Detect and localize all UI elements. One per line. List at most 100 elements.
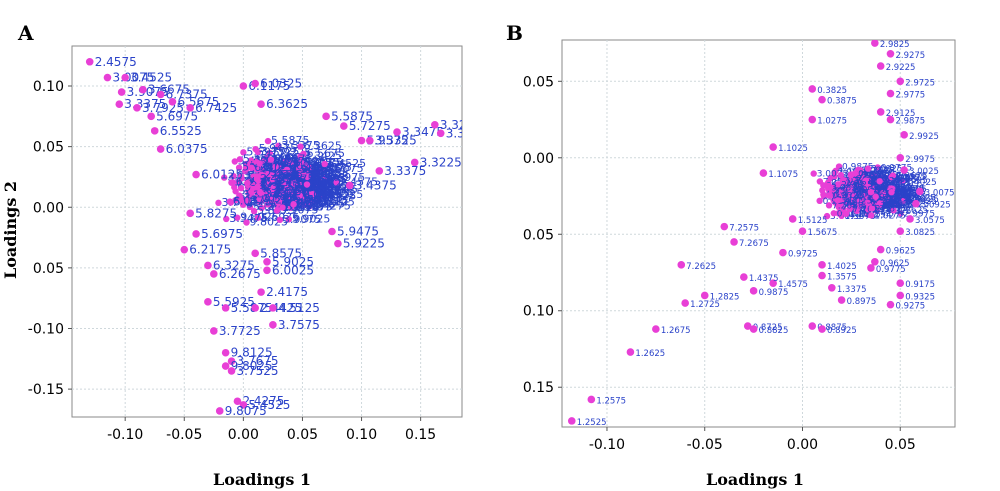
cluster-point (237, 185, 245, 192)
data-point (103, 73, 112, 82)
cluster-point (250, 207, 258, 215)
data-point-label: 3.7575 (278, 318, 320, 332)
cluster-point-label: 7.2675 (891, 193, 923, 203)
data-point-label: 2.9775 (895, 91, 925, 101)
data-point-label: 1.4575 (778, 280, 808, 290)
cluster-point (868, 205, 876, 212)
data-point (340, 122, 348, 130)
cluster-point-label: 2.9725 (886, 190, 918, 200)
data-point (251, 304, 259, 312)
data-point-label: 1.2825 (710, 292, 740, 302)
data-point-label: 2.9225 (886, 63, 916, 73)
cluster-point (272, 163, 279, 170)
data-point-label: 5.8575 (260, 246, 302, 260)
cluster-point-label: 1.2825 (885, 187, 917, 197)
data-point-label: 1.2525 (577, 418, 607, 428)
data-point (652, 325, 660, 333)
data-point (431, 121, 439, 129)
data-point-label: 0.9775 (876, 265, 906, 275)
cluster-point-label: 0.9175 (871, 205, 903, 215)
cluster-point-label: 2.9875 (875, 204, 907, 214)
data-point-label: 3.3325 (375, 134, 417, 148)
cluster-point (290, 201, 297, 208)
cluster-point (235, 164, 243, 171)
cluster-point-label: 1.3375 (868, 192, 900, 202)
y-tick-label: 0.05 (33, 261, 64, 277)
data-point (215, 407, 224, 415)
cluster-point (899, 178, 906, 186)
data-point-label: 5.4525 (248, 398, 290, 412)
data-point-label: 2.9725 (905, 78, 935, 88)
cluster-point (256, 189, 264, 196)
cluster-point-label: 1.3375 (832, 182, 864, 192)
cluster-point-label: 3.3425 (316, 187, 355, 200)
data-point (837, 296, 846, 304)
cluster-point (304, 173, 311, 181)
data-point (788, 215, 797, 223)
cluster-point-label: 5.4525 (293, 183, 332, 196)
cluster-point (244, 179, 251, 187)
cluster-point-label: 1.1025 (854, 191, 886, 201)
cluster-point-label: 7.2625 (846, 205, 878, 215)
data-point-label: 3.4375 (355, 178, 397, 192)
data-point (876, 108, 885, 116)
data-point (876, 62, 885, 70)
cluster-point (872, 193, 879, 200)
cluster-point (819, 187, 826, 194)
cluster-point-label: 2.9225 (872, 199, 904, 209)
data-point-label: 0.9725 (788, 250, 818, 260)
data-point-label: 3.0075 (925, 188, 955, 198)
data-point (263, 258, 271, 266)
cluster-point-label: 6.0125 (288, 155, 327, 168)
data-point-label: 1.4025 (827, 262, 857, 272)
data-point (357, 136, 366, 145)
cluster-point-label: 5.8275 (302, 162, 341, 175)
data-point-label: 3.3275 (440, 118, 482, 132)
cluster-point-label: 0.9775 (881, 163, 913, 173)
cluster-point (297, 143, 304, 150)
cluster-point (883, 195, 890, 202)
cluster-point-label: 7.2625 (832, 201, 864, 211)
data-point-label: 5.9225 (343, 237, 385, 251)
cluster-point-label: 7.2625 (853, 205, 885, 215)
data-point (269, 321, 277, 329)
cluster-point-label: 6.5525 (297, 197, 336, 210)
data-point-label: 1.1025 (778, 144, 808, 154)
data-point-label: 2.9125 (886, 109, 916, 119)
cluster-point (835, 163, 843, 170)
data-point (886, 300, 895, 309)
data-point (180, 245, 189, 254)
cluster-point (231, 158, 238, 165)
cluster-point-label: 2.9875 (832, 187, 864, 197)
y-tick-label: -0.10 (28, 321, 64, 337)
data-point (818, 271, 826, 280)
cluster-point-label: 1.2625 (872, 197, 904, 207)
data-point-label: 6.3625 (266, 97, 308, 111)
data-point (168, 97, 177, 106)
panel-b-plot: -0.10 -0.05 0.00 0.05 0.05 0.00 0.05 0.10 0.15 0.… (523, 40, 955, 453)
data-point (828, 284, 836, 292)
data-point-label: 0.8875 (817, 323, 847, 333)
data-point-label: 0.9175 (905, 280, 935, 290)
cluster-point (287, 187, 294, 194)
data-point-label: 0.8975 (847, 297, 877, 307)
y-tick-label: 0.10 (523, 304, 554, 320)
cluster-point-label: 0.3875 (858, 169, 890, 179)
data-point (133, 104, 141, 112)
cluster-point-label: 1.3575 (845, 212, 877, 222)
data-point-label: 9.8125 (231, 346, 273, 360)
cluster-point-label: 2.9125 (854, 193, 886, 203)
data-point (121, 73, 129, 82)
panel-a-ylabel: Loadings 2 (1, 181, 20, 279)
cluster-point-label: 0.9325 (832, 191, 864, 201)
cluster-point-label: 6.5675 (306, 198, 345, 211)
cluster-point (280, 179, 288, 187)
y-tick-label: 0.00 (523, 151, 554, 167)
cluster-point-label: 1.2725 (844, 171, 876, 181)
data-point-label: 2.9275 (895, 51, 925, 61)
cluster-point (276, 216, 284, 224)
y-tick-label: 0.00 (33, 200, 64, 216)
cluster-point (830, 184, 838, 192)
data-point (896, 291, 905, 300)
